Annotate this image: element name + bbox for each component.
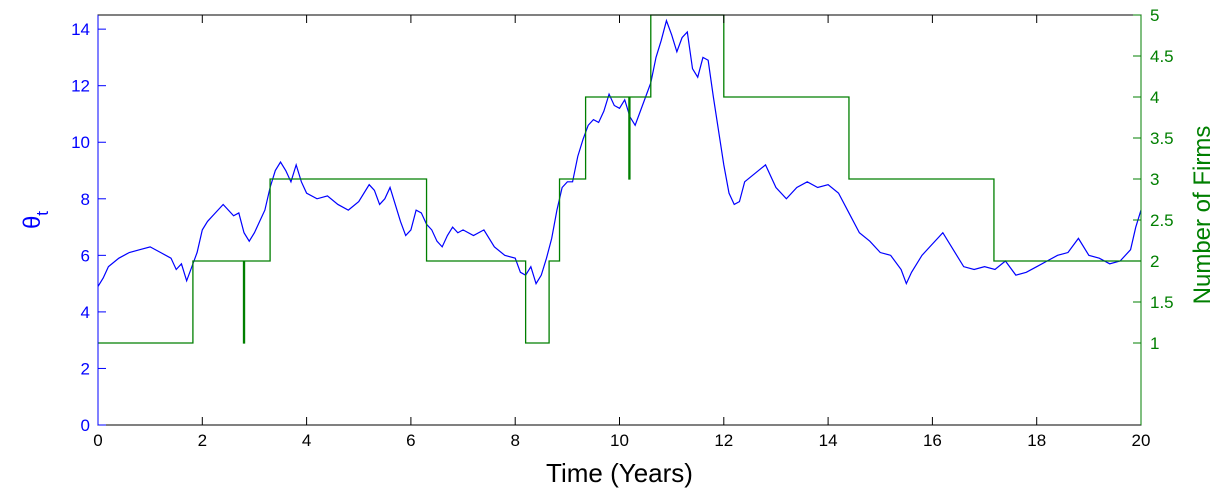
y-right-tick-label: 2.5: [1150, 211, 1174, 230]
y-left-tick-label: 4: [81, 303, 90, 322]
x-tick-label: 14: [819, 431, 838, 450]
x-tick-label: 0: [93, 431, 102, 450]
x-tick-label: 2: [198, 431, 207, 450]
y-axis-left-label-base: θ: [19, 216, 46, 229]
x-tick-label: 12: [714, 431, 733, 450]
y-left-tick-label: 0: [81, 416, 90, 435]
y-right-tick-label: 3: [1150, 170, 1159, 189]
y-left-tick-label: 10: [71, 133, 90, 152]
x-tick-label: 6: [406, 431, 415, 450]
x-axis-label: Time (Years): [546, 458, 693, 488]
y-left-tick-label: 14: [71, 20, 90, 39]
x-tick-label: 16: [923, 431, 942, 450]
y-axis-right: 1 1.5 2 2.5 3 3.5 4 4.5 5: [1133, 6, 1174, 425]
y-right-tick-label: 5: [1150, 6, 1159, 25]
theta-series-line: [97, 18, 1142, 287]
axes-box: [97, 14, 1142, 426]
x-tick-label: 8: [510, 431, 519, 450]
x-tick-label: 20: [1132, 431, 1151, 450]
y-left-tick-label: 2: [81, 359, 90, 378]
plot-area: [97, 14, 1142, 426]
y-right-tick-label: 4.5: [1150, 47, 1174, 66]
firms-step-line: [98, 14, 1141, 344]
y-right-tick-label: 1.5: [1150, 293, 1174, 312]
series-layer: [97, 14, 1142, 344]
x-tick-label: 18: [1027, 431, 1046, 450]
y-axis-left-label: θt: [19, 211, 52, 229]
y-right-tick-label: 4: [1150, 88, 1159, 107]
x-axis: 0 2 4 6 8 10 12 14 16 18 20: [93, 15, 1150, 450]
y-axis-left: 0 2 4 6 8 10 12 14: [71, 15, 106, 435]
y-axis-left-label-subscript: t: [33, 211, 52, 216]
y-left-tick-label: 12: [71, 77, 90, 96]
y-right-tick-label: 3.5: [1150, 129, 1174, 148]
y-left-tick-label: 6: [81, 246, 90, 265]
x-tick-label: 4: [302, 431, 311, 450]
y-axis-right-label: Number of Firms: [1189, 126, 1216, 305]
y-right-tick-label: 1: [1150, 334, 1159, 353]
x-tick-label: 10: [610, 431, 629, 450]
y-left-tick-label: 8: [81, 190, 90, 209]
y-right-tick-label: 2: [1150, 252, 1159, 271]
